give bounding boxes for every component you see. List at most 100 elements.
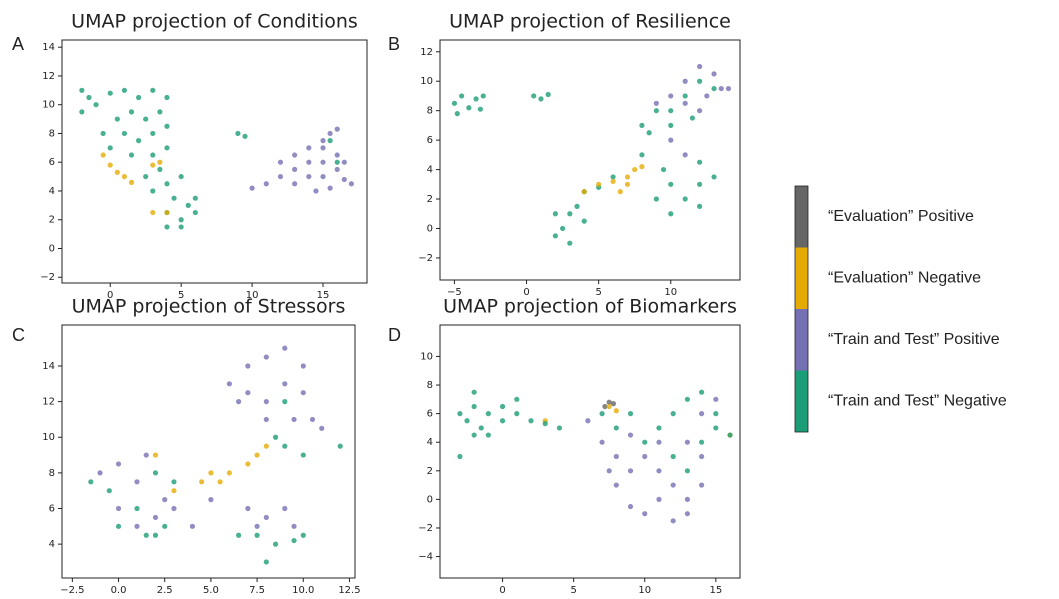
point [531, 93, 537, 99]
point [136, 94, 142, 101]
point [538, 96, 544, 102]
point [599, 439, 605, 445]
x-tick-label: 0 [499, 585, 505, 595]
point [653, 100, 659, 106]
point [306, 145, 312, 151]
point [121, 130, 128, 137]
point [341, 159, 347, 165]
x-tick-label: 0 [107, 290, 113, 301]
point [171, 195, 177, 201]
point [157, 109, 163, 115]
point [613, 425, 619, 431]
y-tick-label: 0 [427, 494, 433, 505]
point [150, 209, 156, 216]
point [164, 224, 170, 230]
point [699, 411, 705, 417]
point [704, 93, 710, 99]
point [567, 211, 573, 217]
point [143, 452, 149, 458]
point [245, 505, 251, 512]
point [660, 166, 667, 173]
point [682, 196, 688, 202]
point [97, 470, 103, 476]
point [653, 196, 659, 202]
point [697, 159, 703, 165]
y-tick-label: 8 [427, 106, 433, 117]
point [114, 169, 120, 175]
y-tick-label: 4 [49, 539, 55, 550]
y-tick-label: −2 [418, 253, 433, 264]
x-tick-label: 0.0 [111, 585, 127, 595]
point [699, 439, 705, 445]
point [164, 94, 170, 101]
panel-label: C [12, 325, 25, 345]
point [684, 496, 690, 502]
point [152, 452, 159, 458]
point [152, 514, 159, 521]
point [164, 209, 170, 216]
y-tick-label: 6 [49, 157, 55, 168]
point [459, 93, 465, 99]
point [337, 443, 343, 449]
y-tick-label: 10 [42, 432, 55, 443]
point [585, 418, 591, 424]
point [254, 532, 260, 538]
chart-title: UMAP projection of Biomarkers [443, 296, 737, 318]
x-tick-label: 10.0 [292, 585, 314, 595]
point [192, 209, 198, 216]
y-tick-label: 4 [49, 186, 55, 197]
point [128, 179, 135, 185]
point [682, 93, 688, 99]
point [282, 345, 288, 351]
point [689, 115, 696, 121]
point [245, 390, 251, 396]
point [185, 202, 191, 208]
point [115, 461, 122, 467]
point [319, 425, 325, 431]
point [668, 181, 674, 187]
point [114, 116, 120, 122]
point [226, 381, 232, 387]
point [697, 78, 703, 84]
point [157, 166, 163, 173]
point [514, 411, 520, 417]
point [107, 162, 113, 168]
point [93, 102, 99, 108]
point [199, 479, 205, 485]
point [713, 396, 719, 402]
y-tick-label: 14 [42, 42, 55, 53]
point [292, 152, 298, 158]
point [150, 130, 156, 137]
point [121, 173, 128, 180]
point [254, 523, 260, 529]
point [596, 181, 602, 187]
point [178, 217, 184, 223]
legend-swatch [795, 370, 808, 432]
point [320, 173, 326, 180]
point [272, 434, 279, 440]
x-tick-label: 5 [595, 287, 601, 298]
point [684, 468, 690, 474]
point [684, 439, 690, 445]
point [128, 152, 135, 158]
point [697, 203, 703, 209]
point [642, 439, 648, 445]
point [699, 389, 705, 395]
point [473, 96, 479, 102]
point [477, 106, 483, 112]
point [245, 461, 251, 467]
point [152, 470, 159, 476]
point [632, 166, 638, 173]
point [480, 93, 486, 99]
point [171, 505, 177, 512]
point [162, 523, 168, 529]
point [642, 511, 648, 517]
point [528, 418, 534, 424]
point [718, 85, 724, 92]
point [471, 389, 477, 395]
point [682, 78, 688, 84]
point [292, 166, 298, 173]
point [478, 425, 484, 431]
y-tick-label: 6 [427, 135, 433, 146]
point [725, 85, 732, 92]
